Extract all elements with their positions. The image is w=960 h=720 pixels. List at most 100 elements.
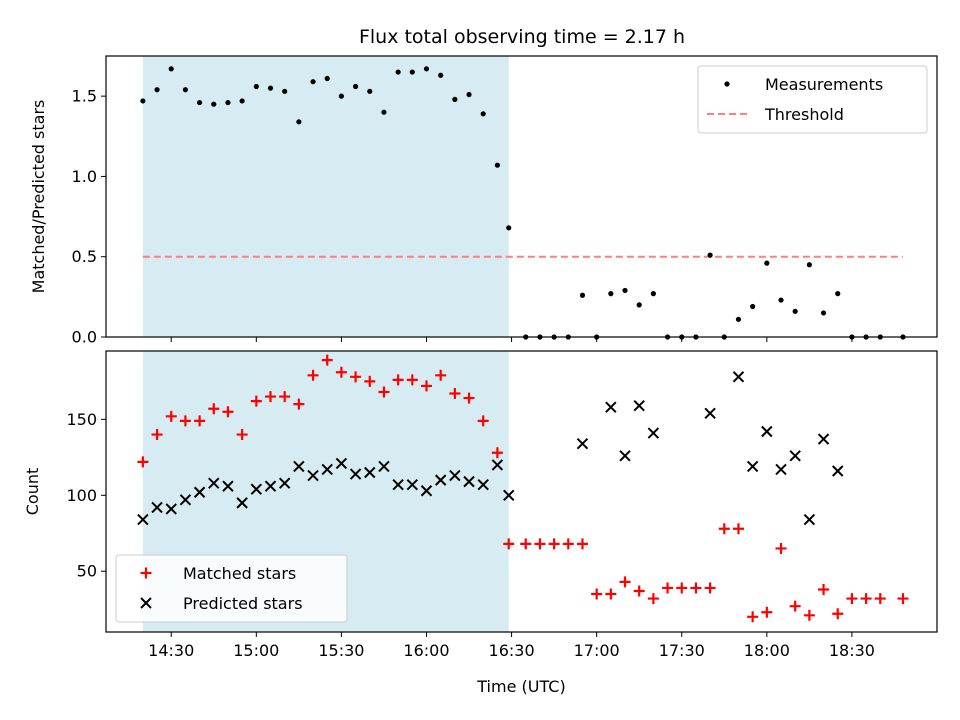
matched-star-point	[732, 523, 744, 535]
y-tick-label: 1.0	[72, 167, 97, 186]
measurement-point	[352, 83, 359, 90]
measurement-point	[608, 291, 614, 297]
measurement-point	[506, 225, 512, 231]
measurement-point	[494, 162, 500, 168]
legend-marker-matched	[140, 567, 152, 579]
measurement-point	[735, 316, 742, 322]
matched-star-point	[520, 538, 532, 550]
matched-star-point	[562, 538, 574, 550]
matched-star-point	[775, 542, 787, 554]
matched-star-point	[503, 538, 515, 550]
predicted-star-point	[817, 433, 830, 445]
predicted-star-point	[307, 469, 319, 482]
matched-star-point	[208, 403, 220, 415]
matched-star-point	[307, 369, 319, 381]
predicted-star-point	[406, 478, 419, 491]
predicted-star-point	[151, 501, 163, 514]
measurement-point	[707, 252, 713, 258]
matched-star-point	[491, 447, 503, 459]
matched-star-point	[548, 538, 560, 550]
matched-star-point	[236, 429, 248, 441]
predicted-star-point	[619, 450, 631, 462]
predicted-star-point	[364, 466, 376, 479]
measurement-point	[423, 66, 430, 72]
measurement-point	[324, 75, 330, 82]
chart-title: Flux total observing time = 2.17 h	[359, 26, 685, 48]
legend-marker-measurements	[724, 81, 730, 87]
predicted-star-point	[477, 478, 489, 491]
y-tick-label: 150	[66, 410, 97, 429]
measurement-point	[154, 87, 160, 93]
matched-star-point	[477, 415, 489, 427]
matched-star-point	[761, 606, 773, 618]
legend-box	[115, 554, 348, 623]
measurement-point	[381, 109, 387, 115]
measurement-point	[267, 85, 274, 91]
predicted-star-point	[222, 480, 234, 492]
matched-star-point	[591, 588, 603, 600]
predicted-star-point	[449, 469, 461, 482]
ratio-marks	[140, 66, 906, 340]
predicted-star-point	[321, 463, 333, 476]
x-tick-label: 17:00	[574, 641, 620, 660]
matched-star-point	[194, 415, 206, 427]
panel-ratio: 0.0 0.5 1.0 1.5 Matched/Predicted stars Mea…	[29, 55, 938, 347]
x-tick-label: 18:30	[829, 641, 875, 660]
predicted-star-point	[208, 477, 220, 489]
matched-star-point	[832, 608, 844, 620]
matched-star-point	[718, 523, 730, 535]
measurement-point	[820, 310, 827, 316]
predicted-star-point	[463, 475, 475, 488]
matched-star-point	[897, 593, 909, 605]
matched-star-point	[463, 392, 475, 404]
x-tick-label: 14:30	[148, 641, 194, 660]
legend: Measurements Threshold	[697, 65, 928, 134]
matched-star-point	[165, 410, 177, 422]
y-tick-label: 100	[66, 486, 97, 505]
matched-star-point	[576, 538, 588, 550]
y-axis-label: Matched/Predicted stars	[29, 100, 48, 294]
predicted-star-point	[746, 460, 759, 473]
y-tick-label: 0.5	[72, 247, 97, 266]
x-tick-label: 16:30	[489, 641, 535, 660]
matched-star-point	[350, 371, 362, 383]
predicted-star-point	[605, 401, 617, 413]
x-tick-label: 15:00	[233, 641, 279, 660]
predicted-star-point	[434, 474, 447, 486]
matched-star-point	[378, 386, 390, 398]
predicted-star-point	[264, 480, 277, 492]
predicted-star-point	[165, 503, 177, 515]
count-marks	[137, 354, 909, 623]
legend-label-threshold: Threshold	[764, 105, 844, 124]
matched-star-point	[647, 593, 659, 605]
predicted-star-point	[137, 513, 149, 526]
predicted-star-point	[179, 494, 192, 506]
measurement-point	[225, 99, 231, 106]
matched-star-point	[803, 609, 815, 621]
matched-star-point	[392, 374, 404, 386]
measurement-point	[296, 119, 302, 125]
predicted-star-point	[633, 399, 645, 412]
matched-star-point	[264, 391, 276, 403]
x-tick-label: 16:00	[403, 641, 449, 660]
y-tick-label: 0.0	[72, 328, 97, 347]
legend-marker-predicted	[140, 597, 152, 609]
x-tick-label: 15:30	[318, 641, 364, 660]
measurement-point	[778, 297, 784, 303]
measurement-point	[466, 91, 472, 98]
measurement-point	[806, 262, 812, 268]
matched-star-point	[846, 593, 858, 605]
predicted-star-point	[789, 450, 801, 462]
predicted-star-point	[832, 465, 844, 477]
matched-star-point	[818, 583, 830, 595]
plot-frame	[105, 350, 938, 633]
predicted-star-point	[647, 427, 660, 439]
matched-star-point	[662, 582, 674, 594]
y-axis-ticks: 50 100 150	[66, 410, 106, 581]
matched-star-point	[293, 398, 305, 410]
matched-star-point	[420, 380, 432, 392]
matched-star-point	[222, 406, 234, 418]
predicted-star-point	[761, 425, 773, 438]
legend-label-predicted: Predicted stars	[183, 594, 303, 613]
matched-star-point	[789, 600, 801, 612]
